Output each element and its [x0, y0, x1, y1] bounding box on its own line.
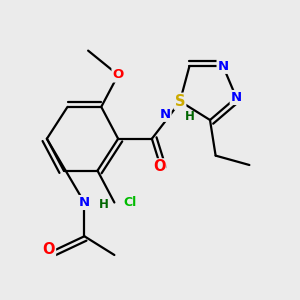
- Text: H: H: [185, 110, 195, 123]
- Text: Cl: Cl: [124, 196, 137, 209]
- Text: N: N: [160, 108, 171, 121]
- Text: O: O: [153, 159, 166, 174]
- Text: N: N: [218, 60, 229, 73]
- Text: S: S: [175, 94, 185, 109]
- Text: O: O: [112, 68, 124, 82]
- Text: N: N: [79, 196, 90, 209]
- Text: N: N: [231, 91, 242, 104]
- Text: H: H: [99, 198, 109, 211]
- Text: O: O: [43, 242, 55, 257]
